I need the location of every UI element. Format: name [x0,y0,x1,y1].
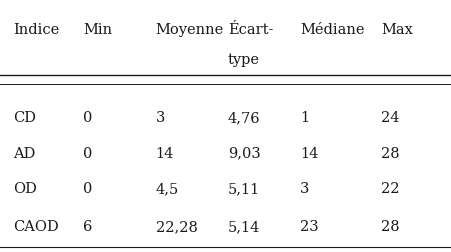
Text: 22: 22 [381,181,400,195]
Text: 24: 24 [381,111,400,125]
Text: 14: 14 [156,146,174,160]
Text: Min: Min [83,23,113,37]
Text: 28: 28 [381,146,400,160]
Text: 0: 0 [83,146,93,160]
Text: CAOD: CAOD [14,219,59,233]
Text: Max: Max [381,23,413,37]
Text: 4,5: 4,5 [156,181,179,195]
Text: 23: 23 [300,219,318,233]
Text: 0: 0 [83,111,93,125]
Text: 28: 28 [381,219,400,233]
Text: 9,03: 9,03 [228,146,261,160]
Text: Écart-: Écart- [228,23,273,37]
Text: Moyenne: Moyenne [156,23,224,37]
Text: Médiane: Médiane [300,23,364,37]
Text: 3: 3 [300,181,309,195]
Text: Indice: Indice [14,23,60,37]
Text: 5,14: 5,14 [228,219,260,233]
Text: 14: 14 [300,146,318,160]
Text: 5,11: 5,11 [228,181,260,195]
Text: 0: 0 [83,181,93,195]
Text: type: type [228,53,260,67]
Text: 22,28: 22,28 [156,219,198,233]
Text: 4,76: 4,76 [228,111,260,125]
Text: 6: 6 [83,219,93,233]
Text: 1: 1 [300,111,309,125]
Text: AD: AD [14,146,36,160]
Text: CD: CD [14,111,37,125]
Text: 3: 3 [156,111,165,125]
Text: OD: OD [14,181,37,195]
